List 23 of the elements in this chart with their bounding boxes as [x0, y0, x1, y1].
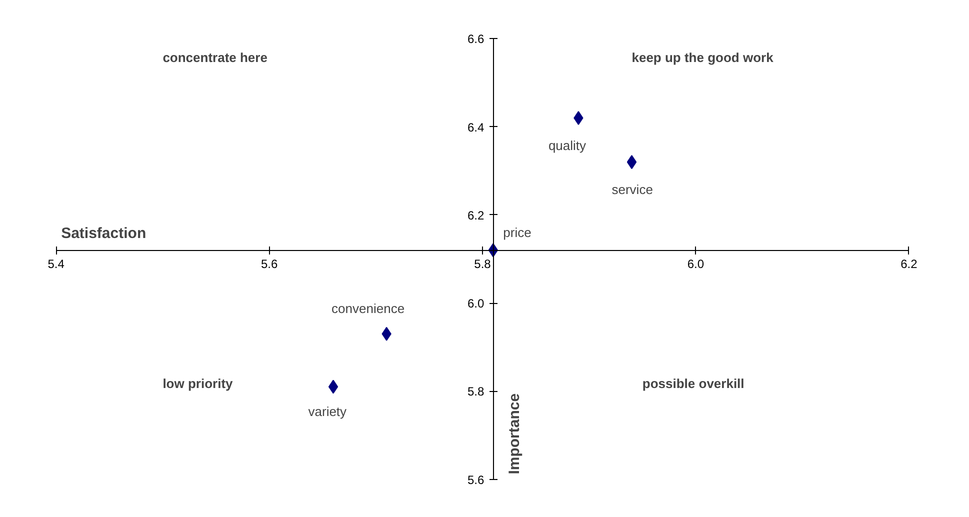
- annotation: concentrate here: [162, 50, 268, 66]
- y-tick-label: 6.2: [467, 208, 484, 222]
- annotation: quality: [548, 138, 587, 154]
- annotation: variety: [308, 404, 348, 419]
- x-tick-label: 5.6: [260, 257, 278, 272]
- y-tick-label: 6.0: [467, 296, 484, 311]
- annotation: price: [503, 225, 532, 240]
- annotation: service: [612, 182, 653, 198]
- annotation: possible overkill: [642, 376, 744, 392]
- point: [626, 155, 637, 170]
- y-tick-label: 5.8: [467, 384, 484, 399]
- x-axis-title: Satisfaction: [61, 225, 146, 242]
- y-tick-label: 6.4: [467, 120, 484, 134]
- y-tick-label: 5.6: [467, 472, 484, 487]
- annotation: keep up the good work: [632, 50, 774, 66]
- point: [328, 380, 338, 394]
- x-tick-label: 6.2: [900, 257, 918, 272]
- y-axis-title: Importance: [506, 393, 524, 474]
- annotation: convenience: [332, 300, 405, 316]
- y-tick-label: 6.6: [467, 32, 484, 46]
- x-tick-label: 5.4: [48, 257, 65, 272]
- x-tick-label: 6.0: [687, 257, 704, 272]
- annotation: low priority: [162, 376, 234, 392]
